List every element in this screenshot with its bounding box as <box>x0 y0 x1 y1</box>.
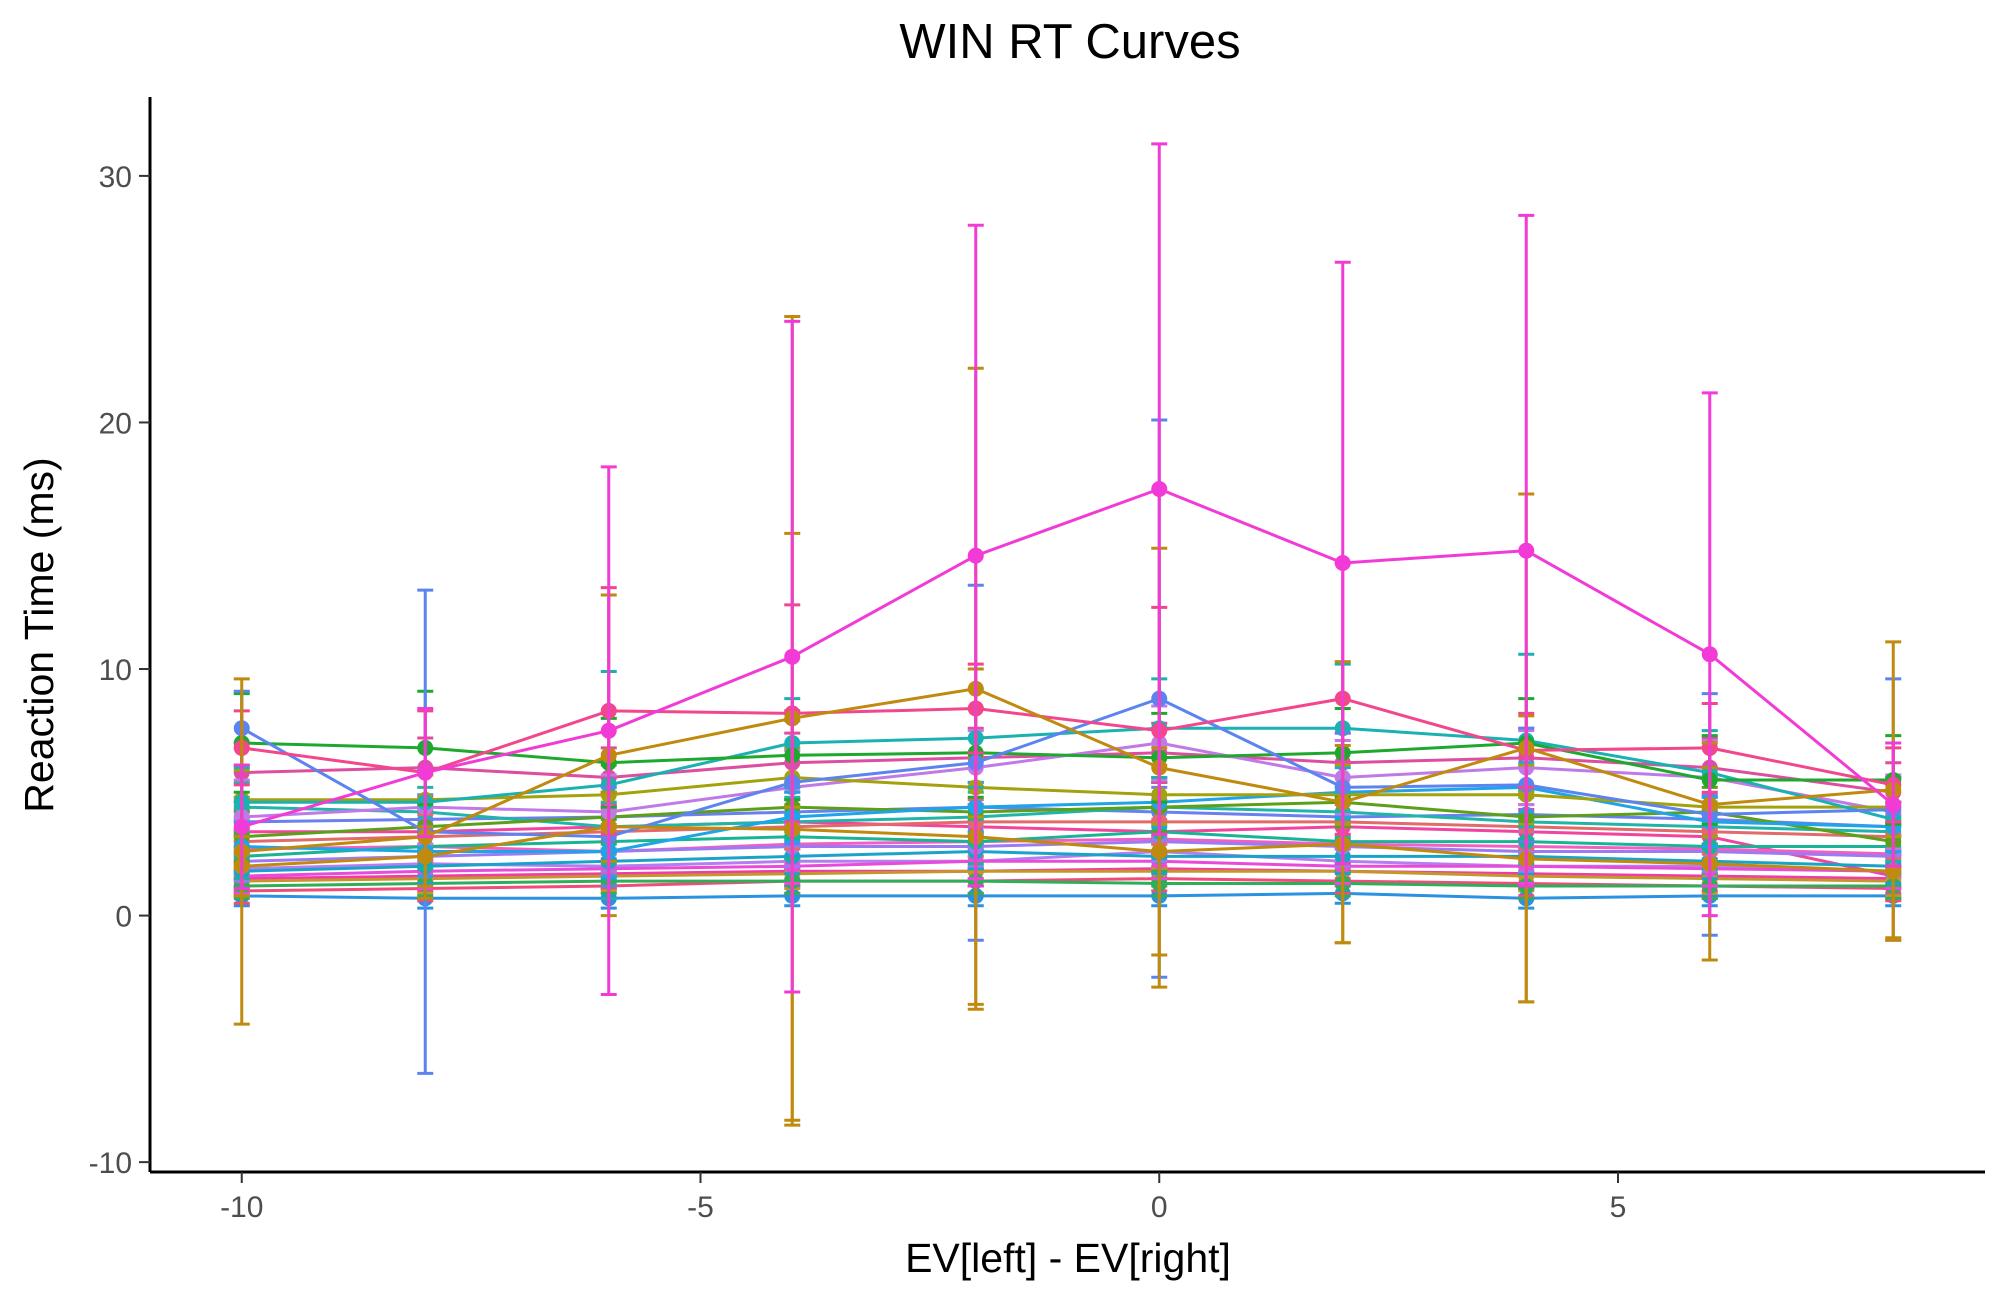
series-line <box>241 697 1894 787</box>
data-point <box>600 722 617 739</box>
y-tick-label: 10 <box>99 654 132 687</box>
x-tick-label: -10 <box>220 1191 263 1224</box>
series-17 <box>233 867 1902 900</box>
x-tick-label: 5 <box>1610 1191 1627 1224</box>
data-point <box>1334 554 1351 571</box>
series-line <box>241 687 1894 853</box>
series-line <box>241 820 1894 878</box>
y-tick-label: 20 <box>99 407 132 440</box>
y-axis-title: Reaction Time (ms) <box>16 457 62 812</box>
data-point <box>417 764 434 781</box>
series-line <box>241 859 1894 878</box>
series-10 <box>233 721 1902 824</box>
series-layer <box>233 142 1902 1127</box>
series-line <box>241 850 1894 873</box>
data-point <box>784 648 801 665</box>
series-line <box>241 741 1894 782</box>
series-line <box>241 800 1894 844</box>
data-point <box>233 818 250 835</box>
series-line <box>241 726 1894 821</box>
x-ticks: -10 -5 0 5 <box>220 1172 1626 1224</box>
y-tick-label: 0 <box>115 901 132 934</box>
y-tick-label: -10 <box>89 1147 132 1180</box>
data-point <box>1518 542 1535 559</box>
series-line <box>241 697 1894 839</box>
series-line <box>241 785 1894 853</box>
series-line <box>241 891 1894 900</box>
series-line <box>241 869 1894 883</box>
x-tick-label: 0 <box>1151 1191 1168 1224</box>
series-4 <box>233 418 1902 1075</box>
chart-title: WIN RT Curves <box>899 15 1240 69</box>
data-point <box>1701 646 1718 663</box>
series-line <box>241 805 1894 834</box>
data-point <box>1151 481 1168 498</box>
y-tick-label: 30 <box>99 161 132 194</box>
data-point <box>967 547 984 564</box>
x-tick-label: -5 <box>687 1191 714 1224</box>
series-line <box>241 825 1894 873</box>
x-axis-title: EV[left] - EV[right] <box>905 1235 1231 1281</box>
series-line <box>241 837 1894 856</box>
series-0 <box>233 142 1902 996</box>
data-point <box>1885 796 1902 813</box>
series-line <box>241 879 1894 888</box>
y-ticks: -10 0 10 20 30 <box>89 161 150 1180</box>
series-line <box>241 830 1894 858</box>
series-line <box>241 487 1895 829</box>
